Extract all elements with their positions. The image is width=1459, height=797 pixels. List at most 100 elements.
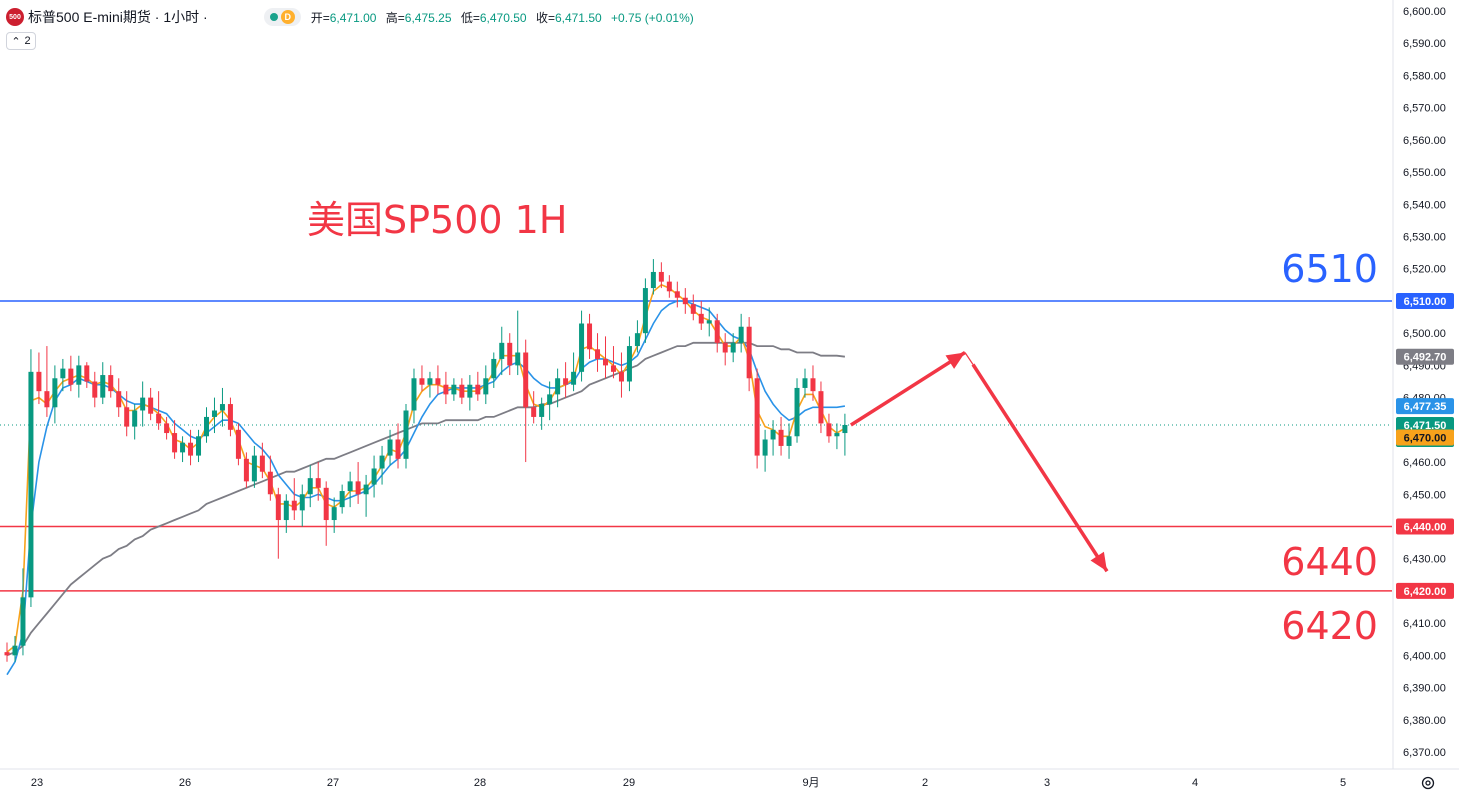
- time-axis[interactable]: 23 26 27 28 29 9月 2 3 4 5: [31, 777, 1346, 789]
- candle-down: [243, 458, 249, 482]
- candle-down: [754, 378, 760, 456]
- price-tick-label: 6,460.00: [1403, 457, 1446, 469]
- candle-down: [172, 433, 178, 453]
- candle-down: [722, 342, 728, 353]
- price-tick-label: 6,580.00: [1403, 70, 1446, 82]
- level-label-6510: 6510: [1281, 247, 1378, 291]
- candle-down: [36, 371, 42, 392]
- candle-down: [443, 384, 449, 395]
- candle-up: [579, 323, 585, 372]
- candle-down: [618, 371, 624, 382]
- time-tick-label: 28: [474, 777, 486, 789]
- ohlc-close-label: 收=: [535, 10, 555, 25]
- symbol-logo[interactable]: 500: [6, 8, 24, 26]
- candle-up: [539, 404, 545, 417]
- candle-down: [459, 384, 465, 398]
- badge-ma-mid: 6,477.35: [1404, 401, 1447, 413]
- candle-up: [331, 507, 337, 521]
- candle-down: [259, 455, 265, 472]
- ohlc-low-value: 6,470.50: [479, 10, 527, 25]
- projection-arrows[interactable]: [849, 351, 1109, 573]
- price-tick-label: 6,400.00: [1403, 650, 1446, 662]
- chart-annotation-title: 美国SP500 1H: [307, 198, 567, 242]
- projection-arrow-shaft: [971, 363, 1109, 573]
- candle-down: [778, 429, 784, 446]
- market-status[interactable]: D: [263, 8, 301, 26]
- candle-up: [555, 378, 561, 395]
- chart-header: 500 标普500 E-mini期货 · 1小时 · D 开=6,471.00 …: [6, 6, 700, 28]
- candle-down: [826, 423, 832, 437]
- candle-down: [674, 291, 680, 298]
- candle-up: [211, 410, 217, 417]
- candle-up: [706, 320, 712, 324]
- candle-down: [291, 500, 297, 511]
- candle-down: [690, 304, 696, 314]
- candle-up: [100, 375, 106, 398]
- ohlc-change-value: +0.75 (+0.01%): [611, 10, 694, 25]
- badge-ma-slow-bg: [1396, 348, 1454, 365]
- candle-up: [794, 387, 800, 437]
- badge-6440-bg: [1396, 518, 1454, 535]
- candle-up: [427, 378, 433, 385]
- ohlc-high-value: 6,475.25: [404, 10, 452, 25]
- candle-up: [730, 342, 736, 353]
- candle-down: [92, 381, 98, 398]
- candle-down: [315, 478, 321, 488]
- ohlc-high-label: 高=: [385, 10, 405, 25]
- projection-arrow-shaft: [849, 351, 966, 427]
- badge-last-price: 6,471.50: [1404, 420, 1447, 432]
- candle-down: [746, 326, 752, 379]
- price-tick-label: 6,540.00: [1403, 199, 1446, 211]
- candle-up: [762, 439, 768, 456]
- candle-down: [395, 439, 401, 459]
- horizontal-level-lines[interactable]: [0, 300, 1392, 592]
- chart-settings-button[interactable]: [1418, 773, 1438, 793]
- candle-up: [204, 416, 209, 437]
- candle-down: [267, 471, 273, 495]
- candle-down: [275, 494, 281, 521]
- candle-up: [547, 394, 553, 405]
- candle-down: [603, 358, 608, 366]
- time-tick-label: 23: [31, 777, 43, 789]
- candle-down: [610, 365, 616, 372]
- candle-down: [235, 429, 241, 459]
- candle-up: [451, 384, 457, 395]
- ohlc-close-value: 6,471.50: [554, 10, 602, 25]
- time-tick-label: 3: [1044, 777, 1050, 789]
- candle-up: [28, 371, 34, 598]
- price-tick-label: 6,380.00: [1403, 715, 1446, 727]
- candle-down: [164, 423, 170, 434]
- price-tick-label: 6,520.00: [1403, 264, 1446, 276]
- candle-up: [251, 455, 257, 482]
- ohlc-open-value: 6,471.00: [329, 10, 377, 25]
- candle-up: [387, 439, 393, 456]
- projection-connector: [964, 352, 974, 365]
- badge-ma-fast: 6,470.00: [1404, 433, 1447, 445]
- time-tick-label: 9月: [802, 777, 819, 789]
- badge-6440: 6,440.00: [1404, 521, 1447, 533]
- price-tick-label: 6,560.00: [1403, 135, 1446, 147]
- ohlc-values: 开=6,471.00 高=6,475.25 低=6,470.50 收=6,471…: [311, 9, 700, 26]
- indicators-toggle-button[interactable]: ⌃ 2: [6, 32, 36, 50]
- candle-down: [658, 271, 664, 282]
- candle-down: [698, 313, 704, 324]
- moving-averages: [6, 283, 846, 676]
- symbol-title[interactable]: 标普500 E-mini期货 · 1小时 ·: [28, 9, 208, 25]
- badge-ma-fast-bg: [1396, 429, 1454, 446]
- candle-up: [802, 378, 808, 388]
- ohlc-low-label: 低=: [460, 10, 480, 25]
- price-tick-label: 6,410.00: [1403, 618, 1446, 630]
- candle-up: [770, 429, 776, 440]
- ma-slow-line: [6, 341, 846, 657]
- candle-up: [379, 455, 385, 469]
- price-tick-label: 6,450.00: [1403, 489, 1446, 501]
- badge-6420-bg: [1396, 582, 1454, 599]
- candle-down: [523, 352, 529, 408]
- candle-up: [499, 342, 505, 359]
- badge-6510-bg: [1396, 292, 1454, 309]
- candle-up: [842, 424, 848, 434]
- candle-up: [20, 597, 26, 646]
- candle-up: [219, 404, 225, 411]
